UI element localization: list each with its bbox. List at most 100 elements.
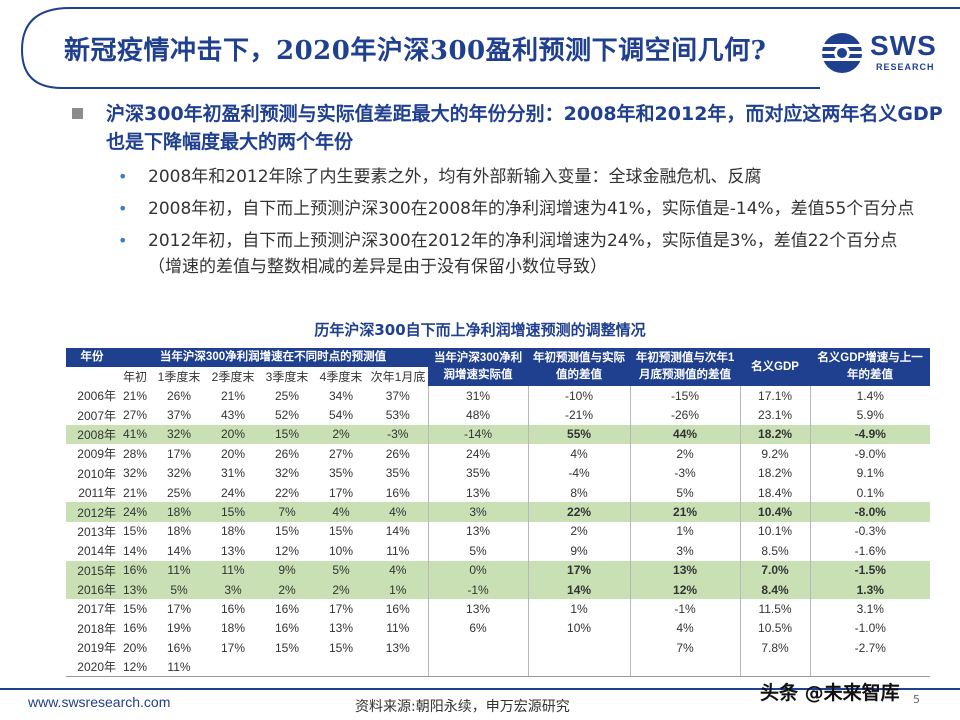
year-cell: 2016年 [66,579,118,600]
table-row: 2007年 27% 37% 43% 52% 54% 53% 48% -21% -26% 23.1% 5… [66,405,931,425]
header-gdp: 名义GDP [740,348,811,386]
table-cell: 13% [427,599,529,619]
table-cell: 18.2% [739,424,811,445]
table-cell: 21% [220,388,246,403]
table-row: 2015年 16% 11% 11% 9% 5% 4% 0% 17% 13% 7.0% -1.5% [66,560,931,580]
watermark: 头条 @未来智库 [760,682,900,704]
bullet-list: 沪深300年初盈利预测与实际值差距最大的年份分别：2008年和2012年，而对应… [70,100,950,280]
table-cell: -4% [527,463,631,483]
table-cell: 21% [122,388,148,403]
table-cell: 17.1% [739,386,811,406]
table-row: 2017年 15% 17% 16% 16% 17% 16% 13% 1% -1% 11.5% 3.1% [66,599,931,619]
table-cell: 24% [427,444,529,464]
table-cell: 43% [220,408,246,423]
table-cell: 4% [368,560,429,580]
table-cell: 5% [629,482,741,503]
table-cell: -26% [629,405,741,425]
dot-bullet-icon: • [118,199,128,218]
table-cell: 20% [220,446,246,461]
table-cell: 10% [527,618,631,639]
sub-bullet: • 2008年和2012年除了内生要素之外，均有外部新输入变量：全球金融危机、反… [70,164,950,190]
table-cell: 5% [152,579,206,600]
table-row: 2016年 13% 5% 3% 2% 2% 1% -1% 14% 12% 8.4% 1.3% [66,579,931,600]
table-cell: 1.4% [809,386,931,406]
year-cell: 2014年 [77,544,116,559]
table-row: 2012年 24% 18% 15% 7% 4% 4% 3% 22% 21% 10.4% -8.0% [66,502,931,522]
table-cell: 32% [152,424,206,445]
table-subheader-row: 年初 1季度末 2季度末 3季度末 4季度末 次年1月底 [66,367,930,386]
table-cell: 35% [427,463,529,483]
year-cell: 2008年 [66,424,118,445]
subheader-cell: 4季度末 [314,367,368,386]
table-cell: 27% [328,446,354,461]
table-cell: -8.0% [809,502,931,522]
table-cell: 17% [166,446,192,461]
table-cell: 53% [385,408,410,423]
table-cell: 9.1% [809,463,931,483]
table-cell: 8% [527,482,631,503]
table-cell: 8.5% [739,541,811,561]
table-cell: 1% [527,599,631,619]
table-cell: 55% [527,424,631,445]
table-cell: 32% [274,466,300,481]
table-cell: 15% [274,524,300,539]
table-cell: 11% [152,657,206,678]
table-cell: 3.1% [809,599,931,619]
table-cell: -4.9% [809,424,931,445]
table-cell: 1.3% [809,579,931,600]
table-cell: 11% [386,543,410,558]
table-cell: 12% [118,657,152,678]
table-cell: 23.1% [739,405,811,425]
table-cell: 14% [527,579,631,600]
table-cell: 13% [328,621,354,636]
table-row: 2008年 41% 32% 20% 15% 2% -3% -14% 55% 44% 18.2% -4.… [66,424,931,445]
table-cell: 15% [122,524,148,539]
table-cell: 16% [118,560,152,580]
table-cell: 32% [166,466,192,481]
sub-bullet-text: 2008年和2012年除了内生要素之外，均有外部新输入变量：全球金融危机、反腐 [148,167,762,187]
table-cell: 17% [527,560,631,580]
header-actual: 当年沪深300净利润增速实际值 [428,348,529,386]
table-cell: 3% [427,502,529,522]
table-cell: 32% [122,466,148,481]
year-cell: 2020年 [66,657,118,678]
table-cell: 7% [629,638,741,658]
table-cell: 11% [206,560,260,580]
table-cell: -1.6% [809,541,931,561]
table-cell [427,638,529,658]
table-cell: 5% [427,541,529,561]
year-cell: 2019年 [77,641,116,656]
table-cell: 31% [427,386,529,406]
table-cell: 10.4% [739,502,811,522]
dot-bullet-icon: • [118,231,128,250]
table-cell: 14% [385,524,410,539]
table-cell: 22% [274,485,300,500]
table-cell: 7.8% [739,638,811,658]
table-cell: 18.4% [739,482,811,503]
table-cell: 8.4% [739,579,811,600]
forecast-table: 年份 当年沪深300净利润增速在不同时点的预测值 当年沪深300净利润增速实际值… [66,348,931,678]
table-cell: 26% [274,446,300,461]
table-cell: -0.3% [809,521,931,542]
table-row: 2019年 20% 16% 17% 15% 15% 13% 7% 7.8% -2.7% [66,638,931,658]
year-cell: 2017年 [77,602,116,617]
table-cell: 35% [385,466,410,481]
website-link[interactable]: www.swsresearch.com [28,694,171,710]
table-cell: 44% [629,424,741,445]
header-diff-jan: 年初预测值与次年1月底预测值的差值 [630,348,741,386]
table-cell: 11% [386,621,410,636]
table-cell: 15% [274,640,300,655]
table-cell: 22% [527,502,631,522]
table-cell: 14% [122,543,148,558]
table-cell: 10.5% [739,618,811,639]
table-row: 2020年 12% 11% [66,657,931,678]
table-cell: -2.7% [809,638,931,658]
table-cell: 52% [274,408,300,423]
table-cell: 9.2% [739,444,811,464]
table-cell: 34% [328,388,354,403]
table-cell: 15% [260,424,314,445]
table-cell: -3% [629,463,741,483]
table-cell: 16% [274,621,300,636]
table-cell [809,657,931,678]
table-cell [527,638,631,658]
